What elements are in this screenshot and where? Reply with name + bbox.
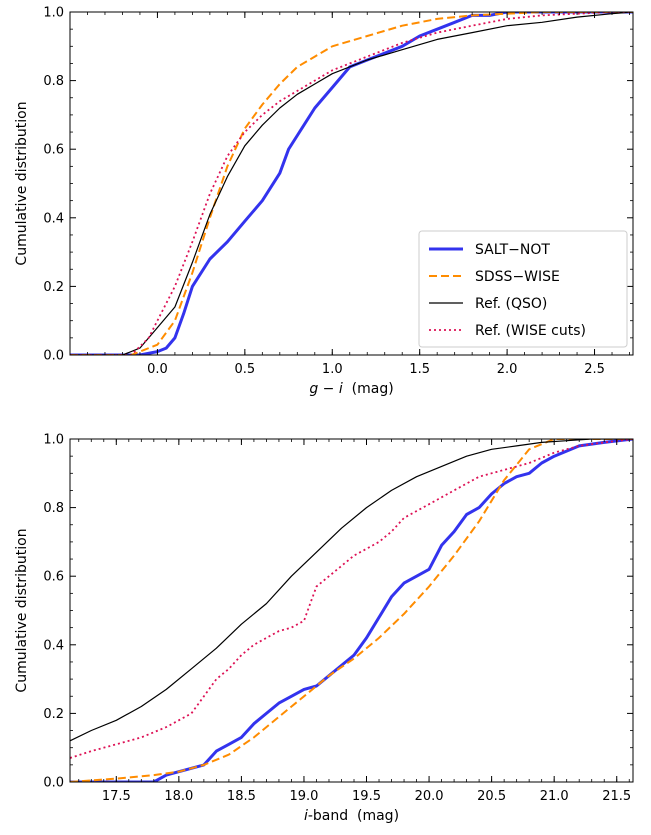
x-tick-label: 0.5 [235,362,256,377]
x-axis-label: g − i (mag) [309,381,393,397]
y-tick-label: 0.4 [43,638,64,653]
y-axis-label: Cumulative distribution [14,528,30,692]
x-tick-label: 19.5 [352,789,381,804]
legend-label-3: Ref. (WISE cuts) [475,323,586,339]
legend-box [418,230,628,348]
x-tick-label: 0.0 [147,362,168,377]
series-line-1 [70,439,633,782]
chart-top: 0.0 0.5 1.0 1.5 2.0 2.5 0.0 0.2 0.4 0.6 0.8 1.0 Cumu… [14,6,634,397]
legend-label-2: Ref. (QSO) [475,296,547,312]
x-tick-label: 20.0 [415,789,444,804]
y-tick-label: 0.4 [43,211,64,226]
y-tick-label: 0.0 [43,349,64,364]
y-tick-label: 0.2 [43,707,64,722]
y-tick-label: 1.0 [43,433,64,448]
y-tick-label: 0.6 [43,570,64,585]
x-tick-label: 18.5 [227,789,256,804]
x-tick-label: 21.5 [602,789,631,804]
series-line-0 [70,12,633,355]
series-line-1 [70,12,633,355]
legend-label-1: SDSS−WISE [475,269,560,285]
series-group [70,12,633,355]
x-tick-label: 21.0 [540,789,569,804]
series-line-3 [70,439,633,759]
x-tick-label: 2.0 [497,362,518,377]
plot-frame [69,438,634,783]
x-tick-label: 1.5 [409,362,430,377]
y-tick-label: 0.2 [43,280,64,295]
series-line-2 [70,12,633,355]
x-tick-label: 19.0 [289,789,318,804]
x-tick-label: 17.5 [102,789,131,804]
y-axis-label: Cumulative distribution [14,101,30,265]
series-line-0 [70,439,633,782]
x-tick-label: 2.5 [584,362,605,377]
series-group [70,439,633,782]
series-line-3 [70,12,633,355]
y-tick-label: 0.6 [43,143,64,158]
y-tick-label: 0.8 [43,501,64,516]
legend-label-0: SALT−NOT [475,242,550,258]
chart-bottom: 17.5 18.0 18.5 19.0 19.5 20.0 20.5 21.0 21.5 0.0 0… [14,433,634,824]
x-tick-label: 18.0 [164,789,193,804]
y-tick-label: 0.0 [43,776,64,791]
x-tick-label: 20.5 [477,789,506,804]
x-tick-label: 1.0 [322,362,343,377]
y-tick-label: 1.0 [43,6,64,21]
y-tick-label: 0.8 [43,74,64,89]
series-line-2 [70,439,633,742]
x-axis-label: i-band (mag) [304,808,399,824]
